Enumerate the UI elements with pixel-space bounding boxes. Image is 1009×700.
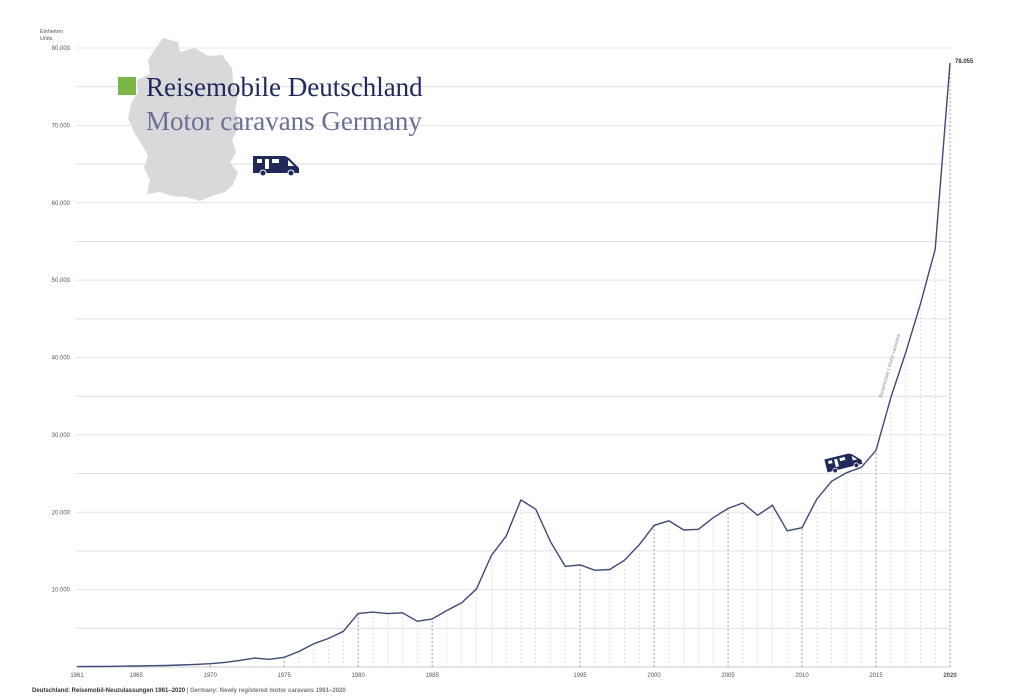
x-tick-label: 2015 — [869, 673, 883, 679]
y-axis-ticks: 10.000 20.000 30.000 40.000 50.000 60.000 70.0… — [52, 46, 71, 594]
y-tick-label: 70.000 — [52, 123, 71, 129]
series-line — [76, 62, 951, 668]
y-tick-label: 30.000 — [52, 433, 71, 439]
x-tick-label: 2010 — [795, 673, 809, 679]
motorhome-icon — [253, 156, 299, 177]
x-tick-label: 1965 — [130, 673, 144, 679]
germany-map-icon — [128, 38, 240, 201]
y-tick-label: 10.000 — [52, 588, 71, 594]
legend-swatch — [118, 77, 136, 95]
footer-caption: Deutschland: Reisemobil-Neuzulassungen 1… — [32, 688, 346, 694]
x-tick-label: 2000 — [647, 673, 661, 679]
series-label: Reisemobile | Motor caravans — [878, 333, 902, 399]
motorhome-icon — [824, 453, 863, 474]
x-tick-label: 2005 — [721, 673, 735, 679]
chart-subtitle: Motor caravans Germany — [146, 106, 422, 136]
grid-lines — [76, 47, 950, 668]
x-tick-label: 1961 — [70, 673, 84, 679]
x-tick-label: 1970 — [203, 673, 217, 679]
year-guide-lines — [76, 63, 951, 667]
footer-separator: | — [185, 688, 190, 694]
y-tick-label: 80.000 — [52, 46, 71, 52]
y-tick-label: 40.000 — [52, 356, 71, 362]
x-axis-ticks: 1961 1965 1970 1975 1980 1985 1995 2000 2005 2010… — [70, 673, 957, 679]
y-tick-label: 50.000 — [52, 278, 71, 284]
y-unit-label-de: Einheiten — [40, 29, 63, 35]
footer-caption-de: Deutschland: Reisemobil-Neuzulassungen 1… — [32, 688, 186, 694]
chart-title: Reisemobile Deutschland — [146, 72, 423, 102]
x-tick-label: 1975 — [277, 673, 291, 679]
x-tick-label: 1995 — [573, 673, 587, 679]
y-unit-label-en: Units — [40, 36, 53, 42]
end-value-label: 78.055 — [955, 59, 974, 65]
x-tick-label: 1980 — [351, 673, 365, 679]
y-tick-label: 60.000 — [52, 201, 71, 207]
x-tick-label: 2020 — [943, 673, 957, 679]
x-tick-label: 1985 — [425, 673, 439, 679]
y-tick-label: 20.000 — [52, 510, 71, 516]
footer-caption-en: Germany: Newly registered motor caravans… — [190, 688, 346, 694]
